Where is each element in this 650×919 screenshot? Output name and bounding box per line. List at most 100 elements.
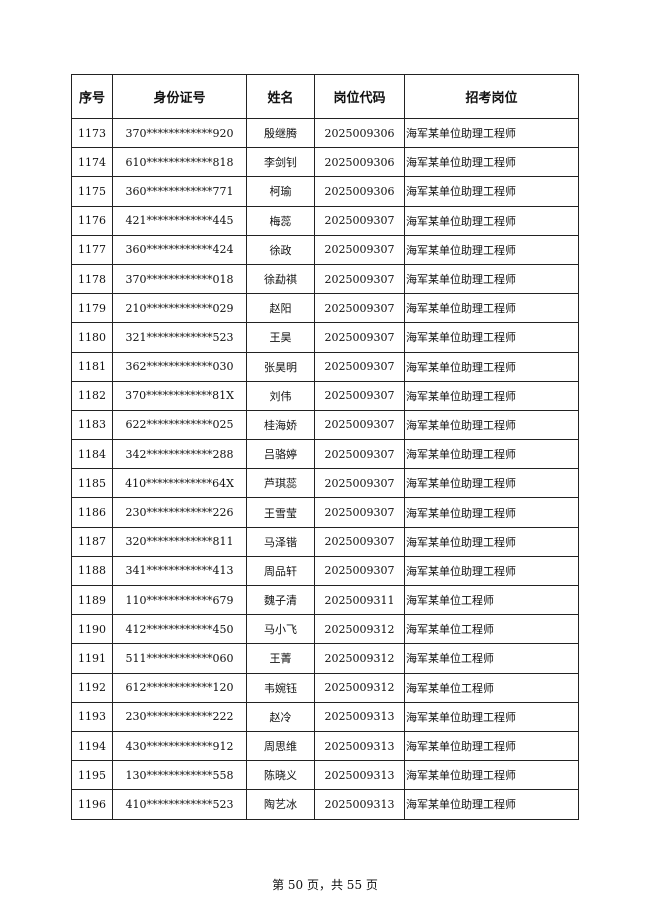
cell-position: 海军某单位工程师 (404, 584, 579, 616)
cell-position-code: 2025009307 (314, 555, 405, 587)
cell-position-code: 2025009307 (314, 439, 405, 470)
cell-position: 海军某单位助理工程师 (404, 526, 579, 557)
cell-position: 海军某单位助理工程师 (404, 351, 579, 382)
cell-position: 海军某单位助理工程师 (404, 293, 579, 324)
cell-name: 陶艺冰 (246, 789, 315, 820)
cell-position: 海军某单位助理工程师 (404, 380, 579, 411)
cell-index: 1194 (71, 730, 113, 762)
cell-id-number: 430************912 (112, 730, 247, 762)
cell-id-number: 130************558 (112, 760, 247, 791)
cell-id-number: 370************920 (112, 117, 247, 149)
cell-id-number: 362************030 (112, 351, 247, 382)
results-table: 序号 身份证号 姓名 岗位代码 招考岗位 1173 370************… (71, 74, 579, 820)
cell-index: 1173 (71, 117, 113, 149)
cell-position-code: 2025009313 (314, 730, 405, 762)
table-row: 1184 342************288 吕骆婷 2025009307 海军某单位… (71, 439, 579, 470)
cell-position: 海军某单位助理工程师 (404, 789, 579, 820)
cell-position-code: 2025009306 (314, 147, 405, 178)
cell-index: 1180 (71, 322, 113, 353)
cell-id-number: 210************029 (112, 293, 247, 324)
cell-name: 徐勐祺 (246, 263, 315, 295)
cell-position-code: 2025009307 (314, 380, 405, 411)
cell-id-number: 230************222 (112, 701, 247, 732)
cell-name: 王菁 (246, 643, 315, 674)
table-row: 1175 360************771 柯瑜 2025009306 海军某单位助… (71, 176, 579, 207)
cell-position: 海军某单位助理工程师 (404, 760, 579, 791)
cell-name: 韦婉钰 (246, 672, 315, 703)
cell-id-number: 412************450 (112, 614, 247, 645)
cell-name: 吕骆婷 (246, 439, 315, 470)
cell-name: 王昊 (246, 322, 315, 353)
table-row: 1191 511************060 王菁 2025009312 海军某单位工… (71, 643, 579, 674)
header-position: 招考岗位 (404, 74, 579, 119)
header-index: 序号 (71, 74, 113, 119)
cell-id-number: 410************64X (112, 468, 247, 499)
cell-name: 刘伟 (246, 380, 315, 411)
cell-name: 马泽锴 (246, 526, 315, 557)
cell-position: 海军某单位助理工程师 (404, 147, 579, 178)
cell-name: 王雪莹 (246, 497, 315, 528)
cell-name: 魏子清 (246, 584, 315, 616)
header-position-code: 岗位代码 (314, 74, 405, 119)
table-row: 1195 130************558 陈晓义 2025009313 海军某单位… (71, 760, 579, 791)
cell-name: 周思维 (246, 730, 315, 762)
cell-position: 海军某单位工程师 (404, 672, 579, 703)
table-row: 1174 610************818 李剑钊 2025009306 海军某单位… (71, 147, 579, 178)
page-number: 第 50 页，共 55 页 (272, 878, 378, 892)
cell-id-number: 421************445 (112, 205, 247, 236)
cell-id-number: 342************288 (112, 439, 247, 470)
cell-position-code: 2025009307 (314, 409, 405, 441)
cell-position: 海军某单位工程师 (404, 614, 579, 645)
cell-position-code: 2025009307 (314, 351, 405, 382)
table-row: 1192 612************120 韦婉钰 2025009312 海军某单位… (71, 672, 579, 703)
cell-position-code: 2025009313 (314, 701, 405, 732)
cell-index: 1178 (71, 263, 113, 295)
cell-index: 1195 (71, 760, 113, 791)
cell-position-code: 2025009307 (314, 497, 405, 528)
cell-id-number: 622************025 (112, 409, 247, 441)
cell-position: 海军某单位助理工程师 (404, 730, 579, 762)
cell-position-code: 2025009311 (314, 584, 405, 616)
cell-id-number: 612************120 (112, 672, 247, 703)
cell-index: 1174 (71, 147, 113, 178)
table-row: 1182 370************81X 刘伟 2025009307 海军某单位助… (71, 380, 579, 411)
cell-position: 海军某单位助理工程师 (404, 176, 579, 207)
cell-position-code: 2025009307 (314, 205, 405, 236)
table-row: 1189 110************679 魏子清 2025009311 海军某单位… (71, 584, 579, 616)
cell-name: 赵冷 (246, 701, 315, 732)
cell-position: 海军某单位助理工程师 (404, 409, 579, 441)
cell-id-number: 370************018 (112, 263, 247, 295)
cell-position-code: 2025009307 (314, 468, 405, 499)
cell-position: 海军某单位助理工程师 (404, 322, 579, 353)
cell-position-code: 2025009312 (314, 672, 405, 703)
cell-id-number: 511************060 (112, 643, 247, 674)
cell-position-code: 2025009307 (314, 526, 405, 557)
cell-id-number: 320************811 (112, 526, 247, 557)
cell-name: 殷继腾 (246, 117, 315, 149)
cell-index: 1181 (71, 351, 113, 382)
table-row: 1183 622************025 桂海娇 2025009307 海军某单位… (71, 409, 579, 441)
cell-index: 1191 (71, 643, 113, 674)
cell-position: 海军某单位工程师 (404, 643, 579, 674)
cell-position-code: 2025009313 (314, 789, 405, 820)
cell-id-number: 360************771 (112, 176, 247, 207)
cell-position-code: 2025009313 (314, 760, 405, 791)
cell-position-code: 2025009306 (314, 176, 405, 207)
table-row: 1176 421************445 梅蕊 2025009307 海军某单位助… (71, 205, 579, 236)
cell-position-code: 2025009307 (314, 234, 405, 265)
cell-position-code: 2025009312 (314, 614, 405, 645)
table-row: 1180 321************523 王昊 2025009307 海军某单位助… (71, 322, 579, 353)
cell-index: 1193 (71, 701, 113, 732)
cell-id-number: 360************424 (112, 234, 247, 265)
cell-position: 海军某单位助理工程师 (404, 205, 579, 236)
table-row: 1181 362************030 张昊明 2025009307 海军某单位… (71, 351, 579, 382)
cell-name: 赵阳 (246, 293, 315, 324)
cell-name: 李剑钊 (246, 147, 315, 178)
cell-id-number: 321************523 (112, 322, 247, 353)
cell-index: 1196 (71, 789, 113, 820)
table-row: 1190 412************450 马小飞 2025009312 海军某单位… (71, 614, 579, 645)
cell-position: 海军某单位助理工程师 (404, 234, 579, 265)
cell-name: 马小飞 (246, 614, 315, 645)
cell-position-code: 2025009307 (314, 322, 405, 353)
cell-position-code: 2025009306 (314, 117, 405, 149)
